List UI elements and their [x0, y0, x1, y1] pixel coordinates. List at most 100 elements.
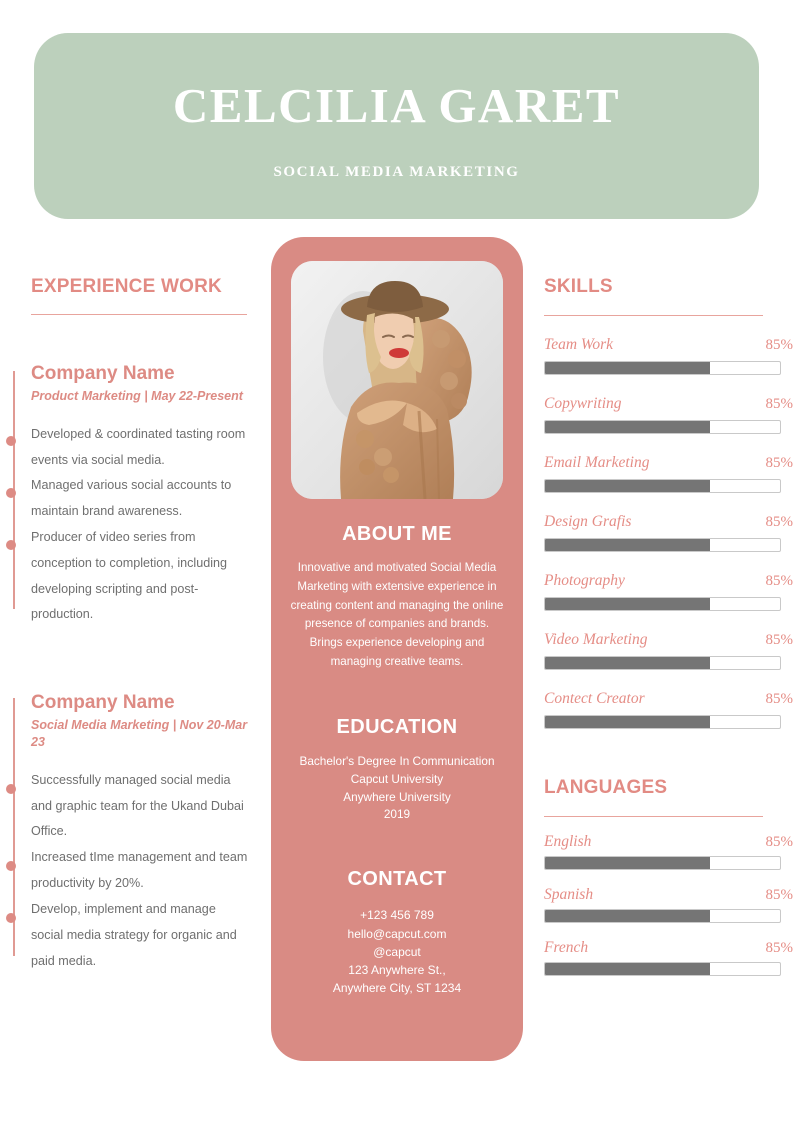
skill-meter: Photography 85%	[544, 572, 793, 611]
contact-section: CONTACT +123 456 789 hello@capcut.com @c…	[271, 868, 523, 997]
header-banner: CELCILIA GARET SOCIAL MEDIA MARKETING	[34, 33, 759, 219]
skill-progress-fill	[545, 421, 710, 433]
language-progress-fill	[545, 910, 710, 922]
language-label: Spanish	[544, 886, 594, 903]
portrait-photo-icon	[291, 261, 503, 499]
language-meter: English 85%	[544, 833, 793, 870]
section-divider	[31, 314, 247, 315]
skill-progress-track	[544, 715, 781, 729]
job-meta: Product Marketing | May 22-Present	[31, 388, 243, 403]
section-divider	[544, 315, 763, 316]
skill-meter: Email Marketing 85%	[544, 454, 793, 493]
skill-label: Contect Creator	[544, 690, 645, 707]
skill-progress-fill	[545, 716, 710, 728]
company-name: Company Name	[31, 692, 175, 714]
education-title: EDUCATION	[336, 715, 458, 738]
contact-handle[interactable]: @capcut	[373, 944, 421, 959]
skill-meter: Contect Creator 85%	[544, 690, 793, 729]
contact-email[interactable]: hello@capcut.com	[347, 926, 447, 941]
skill-percent: 85%	[765, 573, 793, 589]
job-meta: Social Media Marketing | Nov 20-Mar 23	[31, 718, 248, 749]
skill-progress-fill	[545, 657, 710, 669]
contact-address-line-1: 123 Anywhere St.,	[348, 963, 446, 978]
skill-progress-track	[544, 361, 781, 375]
job-bullet: Develop, implement and manage social med…	[31, 901, 237, 968]
about-me-section: ABOUT ME Innovative and motivated Social…	[271, 523, 523, 672]
job-bullet: Producer of video series from conception…	[31, 529, 228, 622]
timeline-dot	[6, 913, 16, 924]
skill-progress-track	[544, 479, 781, 493]
timeline-dot	[6, 436, 16, 446]
contact-address-line-2: Anywhere City, ST 1234	[332, 981, 462, 996]
job-bullet: Successfully managed social media and gr…	[31, 772, 244, 839]
timeline-dot	[6, 540, 16, 550]
experience-column: EXPERIENCE WORK Company Name Product Mar…	[0, 276, 262, 974]
contact-phone[interactable]: +123 456 789	[360, 908, 434, 923]
skill-progress-fill	[545, 539, 710, 551]
education-line: Anywhere University	[343, 789, 451, 804]
skill-percent: 85%	[765, 396, 793, 412]
timeline-dot	[6, 861, 16, 872]
skill-label: Email Marketing	[544, 454, 650, 471]
education-section: EDUCATION Bachelor's Degree In Communica…	[271, 716, 523, 825]
education-line: Bachelor's Degree In Communication	[299, 753, 495, 768]
timeline-dot	[6, 488, 16, 498]
language-progress-track	[544, 962, 781, 976]
language-progress-fill	[545, 857, 710, 869]
skill-progress-track	[544, 656, 781, 670]
skill-meter: Video Marketing 85%	[544, 631, 793, 670]
contact-details: +123 456 789 hello@capcut.com @capcut 12…	[271, 906, 523, 997]
skill-meter: Team Work 85%	[544, 336, 793, 375]
skill-percent: 85%	[765, 691, 793, 707]
skill-percent: 85%	[765, 514, 793, 530]
contact-title: CONTACT	[347, 868, 447, 891]
language-progress-track	[544, 856, 781, 870]
job-bullet-list: Successfully managed social media and gr…	[0, 768, 262, 975]
skills-column: SKILLS Team Work 85% Copywriting 85% Ema…	[544, 276, 793, 976]
skill-progress-track	[544, 420, 781, 434]
experience-entry: Company Name Social Media Marketing | No…	[0, 692, 262, 974]
skill-label: Design Grafis	[544, 513, 632, 530]
languages-section-title: LANGUAGES	[544, 777, 668, 798]
job-bullet-list: Developed & coordinated tasting room eve…	[0, 422, 262, 629]
avatar	[291, 261, 503, 499]
skill-progress-fill	[545, 362, 710, 374]
profile-panel: ABOUT ME Innovative and motivated Social…	[271, 237, 523, 1061]
skill-label: Copywriting	[544, 395, 622, 412]
about-me-title: ABOUT ME	[342, 523, 452, 545]
skill-percent: 85%	[765, 455, 793, 471]
languages-section: LANGUAGES English 85% Spanish 85% French	[544, 777, 793, 976]
section-divider	[544, 816, 763, 817]
language-progress-fill	[545, 963, 710, 975]
page-title: CELCILIA GARET	[172, 78, 621, 133]
skills-section-title: SKILLS	[544, 276, 613, 297]
language-percent: 85%	[765, 940, 793, 956]
company-name: Company Name	[31, 363, 175, 384]
language-percent: 85%	[765, 887, 793, 903]
skill-percent: 85%	[765, 337, 793, 353]
education-line: 2019	[383, 807, 411, 822]
skill-label: Photography	[544, 572, 625, 589]
timeline-dot	[6, 784, 16, 795]
skill-label: Team Work	[544, 336, 614, 353]
language-label: English	[544, 833, 592, 850]
education-details: Bachelor's Degree In Communication Capcu…	[271, 753, 523, 825]
experience-section-title: EXPERIENCE WORK	[31, 276, 222, 297]
language-label: French	[544, 939, 589, 956]
skill-progress-track	[544, 597, 781, 611]
education-line: Capcut University	[350, 771, 444, 786]
skill-progress-fill	[545, 480, 710, 492]
job-bullet: Increased tIme management and team produ…	[31, 850, 248, 891]
skill-progress-fill	[545, 598, 710, 610]
language-meter: French 85%	[544, 939, 793, 976]
language-meter: Spanish 85%	[544, 886, 793, 923]
skill-label: Video Marketing	[544, 631, 648, 648]
skill-meter: Copywriting 85%	[544, 395, 793, 434]
job-bullet: Developed & coordinated tasting room eve…	[31, 426, 246, 467]
language-progress-track	[544, 909, 781, 923]
skill-meter: Design Grafis 85%	[544, 513, 793, 552]
job-bullet: Managed various social accounts to maint…	[31, 478, 232, 519]
about-me-text: Innovative and motivated Social Media Ma…	[290, 561, 504, 668]
header-subtitle: SOCIAL MEDIA MARKETING	[273, 164, 520, 180]
language-percent: 85%	[765, 834, 793, 850]
